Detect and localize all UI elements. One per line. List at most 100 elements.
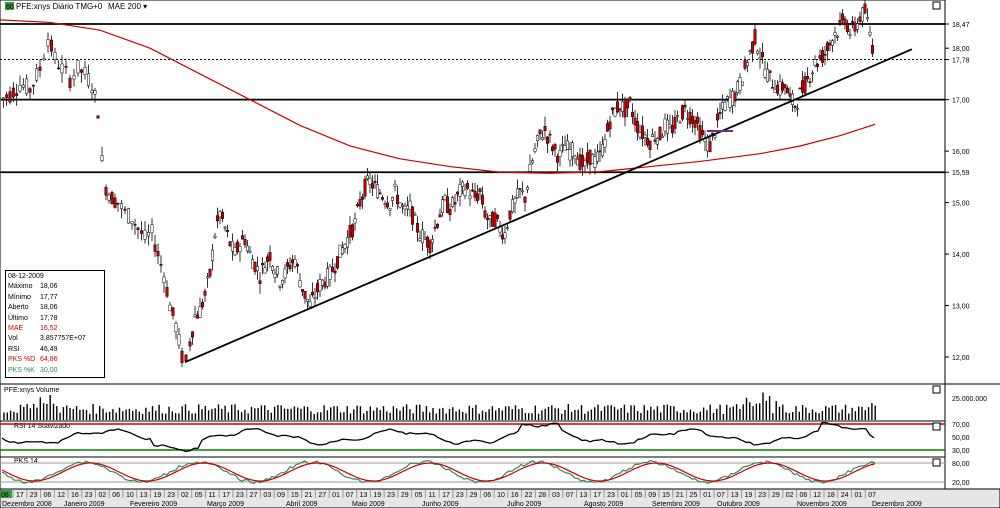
candle [298, 280, 302, 288]
candle [231, 241, 234, 252]
candle [761, 52, 764, 57]
candle [162, 276, 166, 283]
candle [603, 139, 607, 148]
candle [496, 214, 499, 219]
candle [196, 314, 199, 319]
info-value: 18,06 [40, 283, 58, 291]
candle [110, 191, 114, 205]
rsi-tick-label: 50,00 [952, 435, 970, 442]
candle [308, 301, 312, 308]
candle [531, 160, 534, 164]
candle [28, 88, 32, 93]
candle [159, 264, 163, 266]
candle [538, 129, 542, 135]
candle [661, 135, 664, 138]
trendline [184, 48, 913, 363]
candle [486, 217, 489, 220]
candle [766, 68, 769, 82]
candle [411, 206, 414, 225]
candle [174, 323, 178, 333]
candle [453, 202, 457, 205]
x-day-label: 22 [525, 492, 533, 499]
candle [708, 141, 712, 153]
candle [57, 67, 60, 70]
candle [796, 107, 799, 110]
candle [143, 229, 147, 240]
candle [253, 261, 257, 272]
price-tick-label: 18,47 [952, 22, 970, 29]
info-row: Último 17,78 [8, 314, 102, 324]
candle [713, 135, 717, 138]
candle [130, 221, 134, 224]
x-month-label: Janeiro 2009 [64, 501, 105, 508]
candle [583, 160, 587, 167]
candle [376, 184, 379, 199]
candle [466, 182, 469, 189]
candle [431, 239, 434, 244]
candle [563, 145, 567, 152]
candle [503, 232, 507, 239]
candle [180, 350, 184, 364]
candle [123, 208, 127, 211]
price-tick-label: 16,00 [952, 149, 970, 156]
candle [523, 196, 527, 203]
candle [508, 210, 512, 220]
candle [611, 107, 614, 110]
candle [72, 75, 76, 80]
info-key: Aberto [8, 304, 29, 312]
x-day-label: 25 [690, 492, 698, 499]
x-day-label: 21 [676, 492, 684, 499]
x-axis [0, 488, 1000, 508]
candle [631, 112, 634, 118]
candle [798, 87, 802, 90]
maximize-icon [932, 1, 941, 10]
info-value: 16,52 [40, 325, 58, 333]
pks-title: PKS 14 [14, 458, 38, 465]
candle [818, 55, 822, 59]
x-day-label: 11 [208, 492, 215, 499]
candle [571, 142, 574, 157]
x-day-label: 19 [373, 492, 381, 499]
x-day-label: 01 [332, 492, 340, 499]
candle [336, 256, 339, 269]
candle [828, 42, 832, 46]
candle [423, 237, 427, 240]
candle [156, 251, 160, 257]
candle [243, 239, 247, 246]
candle [331, 266, 334, 272]
candle [38, 66, 42, 71]
candle [541, 137, 544, 140]
candle [127, 208, 130, 224]
candle [868, 31, 872, 36]
candle [608, 121, 612, 130]
x-day-label: 03 [552, 492, 560, 499]
candle [218, 211, 222, 218]
candle [401, 204, 404, 207]
candle [238, 246, 242, 253]
candle [488, 215, 492, 220]
candle [501, 234, 504, 240]
candle [688, 111, 692, 125]
candle [338, 244, 342, 259]
candle [806, 76, 809, 80]
x-day-label: 29 [401, 492, 409, 499]
candle [1, 97, 5, 100]
candle [113, 197, 117, 208]
candle [68, 77, 72, 88]
info-key: Máximo [8, 283, 33, 291]
candle [46, 39, 50, 47]
x-day-label: 06 [800, 492, 808, 499]
candle [263, 267, 267, 274]
candle [643, 134, 647, 138]
candle [438, 214, 442, 218]
candle [658, 126, 662, 140]
candle [251, 259, 254, 269]
candle [353, 218, 357, 224]
candle [406, 205, 409, 210]
candle [626, 98, 629, 109]
candle [8, 91, 12, 103]
candle [193, 314, 197, 317]
candle [668, 124, 672, 128]
info-value: 18,06 [40, 304, 58, 312]
candle [60, 63, 64, 74]
